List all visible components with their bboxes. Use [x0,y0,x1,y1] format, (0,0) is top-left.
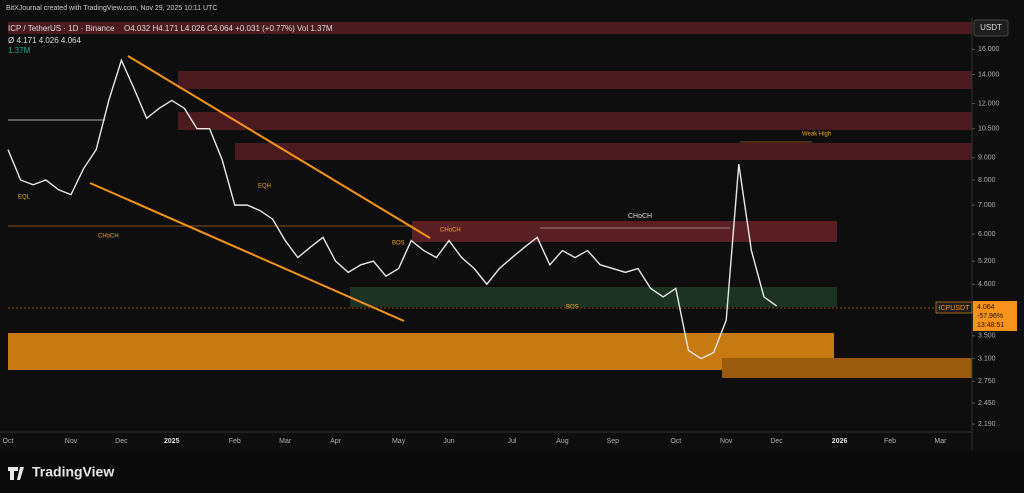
zone [8,333,834,370]
x-tick-label: 2025 [164,438,180,445]
footer [0,452,1024,493]
x-tick-label: Mar [279,438,292,445]
y-tick-label: 7.000 [978,202,996,209]
x-tick-label: Jun [443,438,454,445]
zone [412,221,837,242]
price-tag-change: -57.96% [977,313,1003,320]
y-tick-label: 9.000 [978,155,996,162]
zone [178,112,972,130]
trendline [89,182,405,322]
ohlc: O4.032 H4.171 L4.026 C4.064 +0.031 (+0.7… [124,24,333,33]
x-tick-label: 2026 [832,438,848,445]
x-tick-label: Dec [115,438,128,445]
x-tick-label: Nov [65,438,78,445]
annotation: CHoCH [628,213,652,220]
y-tick-label: 6.000 [978,231,996,238]
price-line [7,58,778,360]
annotation: CHoCH [440,228,461,234]
price-tag-countdown: 13:48:51 [977,322,1004,329]
zone [8,22,972,34]
x-tick-label: Apr [330,438,342,445]
brand-logo [8,467,24,480]
x-tick-label: Dec [770,438,783,445]
y-tick-label: 3.100 [978,355,996,362]
y-tick-label: 14.000 [978,71,1000,78]
x-tick-label: Oct [3,438,14,445]
zone [178,71,972,89]
annotation: BOS [392,241,405,247]
trendline [127,55,431,239]
y-tick-label: 5.200 [978,258,996,265]
brand: TradingView [32,464,114,480]
annotation: EQL [18,195,31,201]
watermark: BitXJournal created with TradingView.com… [6,5,217,12]
volume: 1.37M [8,46,31,55]
currency: USDT [980,23,1002,32]
price-tag-symbol-box [935,301,973,314]
symbol: ICP / TetherUS · 1D · Binance [8,24,115,33]
price-tag-price: 4.064 [977,304,995,311]
y-tick-label: 10.500 [978,126,1000,133]
x-tick-label: Feb [884,438,896,445]
zone [722,358,972,378]
y-tick-label: 2.450 [978,400,996,407]
x-tick-label: Mar [934,438,947,445]
y-tick-label: 2.750 [978,378,996,385]
x-tick-label: Oct [670,438,681,445]
annotation: CHoCH [98,234,119,240]
x-tick-label: Feb [229,438,241,445]
x-tick-label: May [392,438,406,445]
y-tick-label: 16.000 [978,46,1000,53]
y-tick-label: 8.000 [978,177,996,184]
annotation: EQH [258,184,271,190]
y-tick-label: 3.500 [978,333,996,340]
zone [350,287,837,307]
zone [235,143,972,160]
currency-box [973,19,1009,37]
ohlc-row: Ø 4.171 4.026 4.064 [8,36,82,45]
annotation: Weak High [802,132,831,138]
x-tick-label: Aug [556,438,569,445]
x-tick-label: Sep [607,438,620,445]
x-tick-label: Nov [720,438,733,445]
price-tag-symbol: ICPUSDT [939,305,970,312]
y-tick-label: 2.190 [978,421,996,428]
y-tick-label: 4.600 [978,281,996,288]
x-tick-label: Jul [508,438,517,445]
price-tag [973,301,1017,331]
y-tick-label: 12.000 [978,100,1000,107]
annotation: BOS [566,305,579,311]
